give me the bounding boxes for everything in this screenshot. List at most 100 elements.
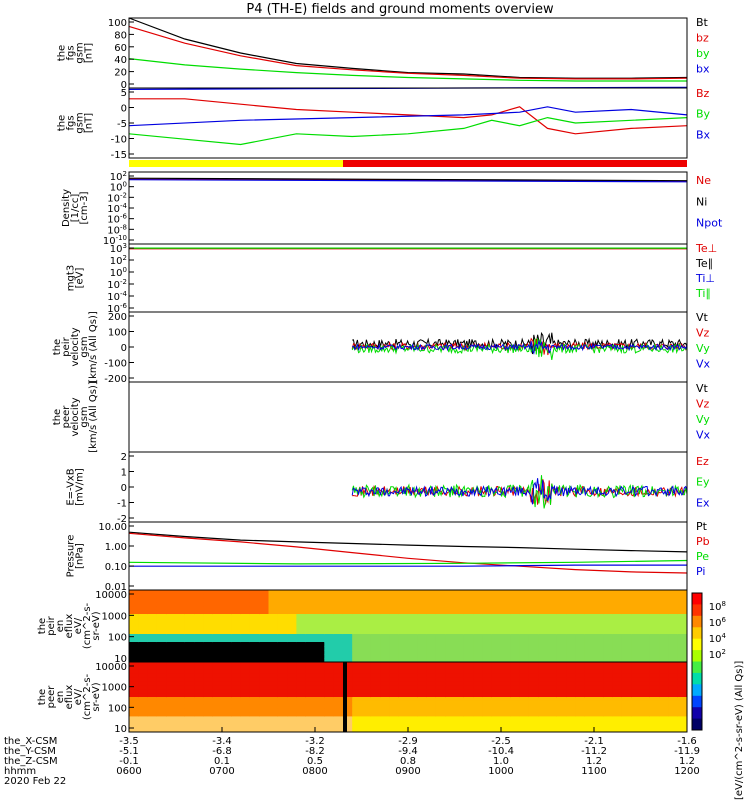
- y-tick-label: 0: [121, 343, 127, 354]
- heatmap-cell: [445, 646, 455, 651]
- heatmap-cell: [324, 669, 335, 675]
- heatmap-cell: [556, 681, 567, 686]
- heatmap-cell: [556, 650, 567, 655]
- heatmap-cell: [222, 716, 232, 721]
- heatmap-cell: [324, 708, 335, 714]
- heatmap-cell: [594, 590, 604, 595]
- heatmap-cell: [287, 693, 297, 698]
- legend-entry: Bz: [696, 87, 710, 100]
- heatmap-cell: [305, 716, 316, 721]
- heatmap-cell: [417, 634, 428, 639]
- heatmap-cell: [370, 704, 381, 710]
- heatmap-cell: [631, 669, 641, 675]
- heatmap-cell: [612, 658, 623, 663]
- heatmap-cell: [538, 602, 548, 607]
- heatmap-cell: [324, 677, 335, 682]
- heatmap-cell: [566, 598, 576, 603]
- heatmap-cell: [203, 614, 214, 619]
- y-tick-label: 80: [114, 30, 127, 41]
- heatmap-cell: [631, 720, 641, 725]
- heatmap-cell: [184, 646, 195, 651]
- heatmap-cell: [287, 697, 297, 702]
- heatmap-cell: [287, 712, 297, 717]
- heatmap-cell: [445, 665, 455, 671]
- heatmap-cell: [147, 662, 158, 667]
- heatmap-cell: [501, 677, 511, 682]
- heatmap-cell: [510, 622, 521, 627]
- heatmap-cell: [296, 681, 307, 686]
- heatmap-cell: [287, 610, 297, 615]
- heatmap-cell: [584, 602, 595, 607]
- heatmap-cell: [612, 642, 623, 647]
- heatmap-cell: [342, 646, 353, 651]
- heatmap-cell: [463, 634, 474, 639]
- figure-title: P4 (TH-E) fields and ground moments over…: [246, 2, 554, 17]
- heatmap-cell: [417, 642, 428, 647]
- heatmap-cell: [249, 689, 260, 694]
- heatmap-cell: [333, 669, 344, 675]
- heatmap-cell: [352, 606, 362, 611]
- heatmap-cell: [668, 720, 679, 725]
- heatmap-cell: [305, 654, 316, 659]
- heatmap-cell: [566, 681, 576, 686]
- heatmap-cell: [454, 602, 465, 607]
- heatmap-cell: [156, 697, 167, 702]
- heatmap-cell: [445, 704, 455, 710]
- heatmap-cell: [175, 724, 186, 729]
- heatmap-cell: [501, 634, 511, 639]
- heatmap-cell: [519, 594, 530, 599]
- heatmap-cell: [203, 697, 214, 702]
- heatmap-cell: [333, 685, 344, 690]
- heatmap-cell: [129, 654, 139, 659]
- heatmap-cell: [175, 642, 186, 647]
- heatmap-cell: [575, 598, 586, 603]
- heatmap-cell: [259, 650, 269, 655]
- heatmap-cell: [296, 662, 307, 667]
- heatmap-cell: [277, 681, 288, 686]
- heatmap-cell: [184, 630, 195, 635]
- heatmap-cell: [175, 673, 186, 679]
- heatmap-cell: [463, 712, 474, 717]
- heatmap-cell: [594, 618, 604, 623]
- heatmap-cell: [491, 665, 502, 671]
- heatmap-cell: [463, 681, 474, 686]
- y-tick-label: 102: [110, 170, 127, 183]
- heatmap-cell: [501, 685, 511, 690]
- heatmap-cell: [324, 654, 335, 659]
- heatmap-cell: [501, 700, 511, 706]
- heatmap-cell: [491, 669, 502, 675]
- heatmap-cell: [268, 693, 279, 698]
- x-row-value: -6.8: [212, 746, 232, 757]
- heatmap-cell: [566, 700, 576, 706]
- heatmap-cell: [510, 681, 521, 686]
- heatmap-cell: [147, 630, 158, 635]
- heatmap-cell: [612, 724, 623, 729]
- heatmap-cell: [277, 720, 288, 725]
- heatmap-cell: [677, 708, 688, 714]
- heatmap-cell: [305, 708, 316, 714]
- heatmap-cell: [212, 610, 223, 615]
- heatmap-cell: [612, 685, 623, 690]
- heatmap-cell: [231, 685, 242, 690]
- heatmap-cell: [259, 720, 269, 725]
- heatmap-cell: [389, 708, 400, 714]
- heatmap-cell: [333, 665, 344, 671]
- heatmap-cell: [315, 708, 325, 714]
- y-tick-label: 0: [121, 80, 127, 91]
- heatmap-cell: [184, 720, 195, 725]
- heatmap-cell: [649, 618, 660, 623]
- heatmap-cell: [296, 630, 307, 635]
- heatmap-cell: [380, 658, 390, 663]
- heatmap-cell: [156, 712, 167, 717]
- panel-frame: [128, 381, 688, 453]
- heatmap-cell: [659, 630, 669, 635]
- heatmap-cell: [268, 650, 279, 655]
- heatmap-cell: [268, 681, 279, 686]
- heatmap-cell: [519, 673, 530, 679]
- heatmap-cell: [594, 700, 604, 706]
- series-vred: [351, 337, 688, 356]
- x-row-value: -2.9: [398, 736, 418, 747]
- heatmap-cell: [566, 630, 576, 635]
- heatmap-cell: [556, 634, 567, 639]
